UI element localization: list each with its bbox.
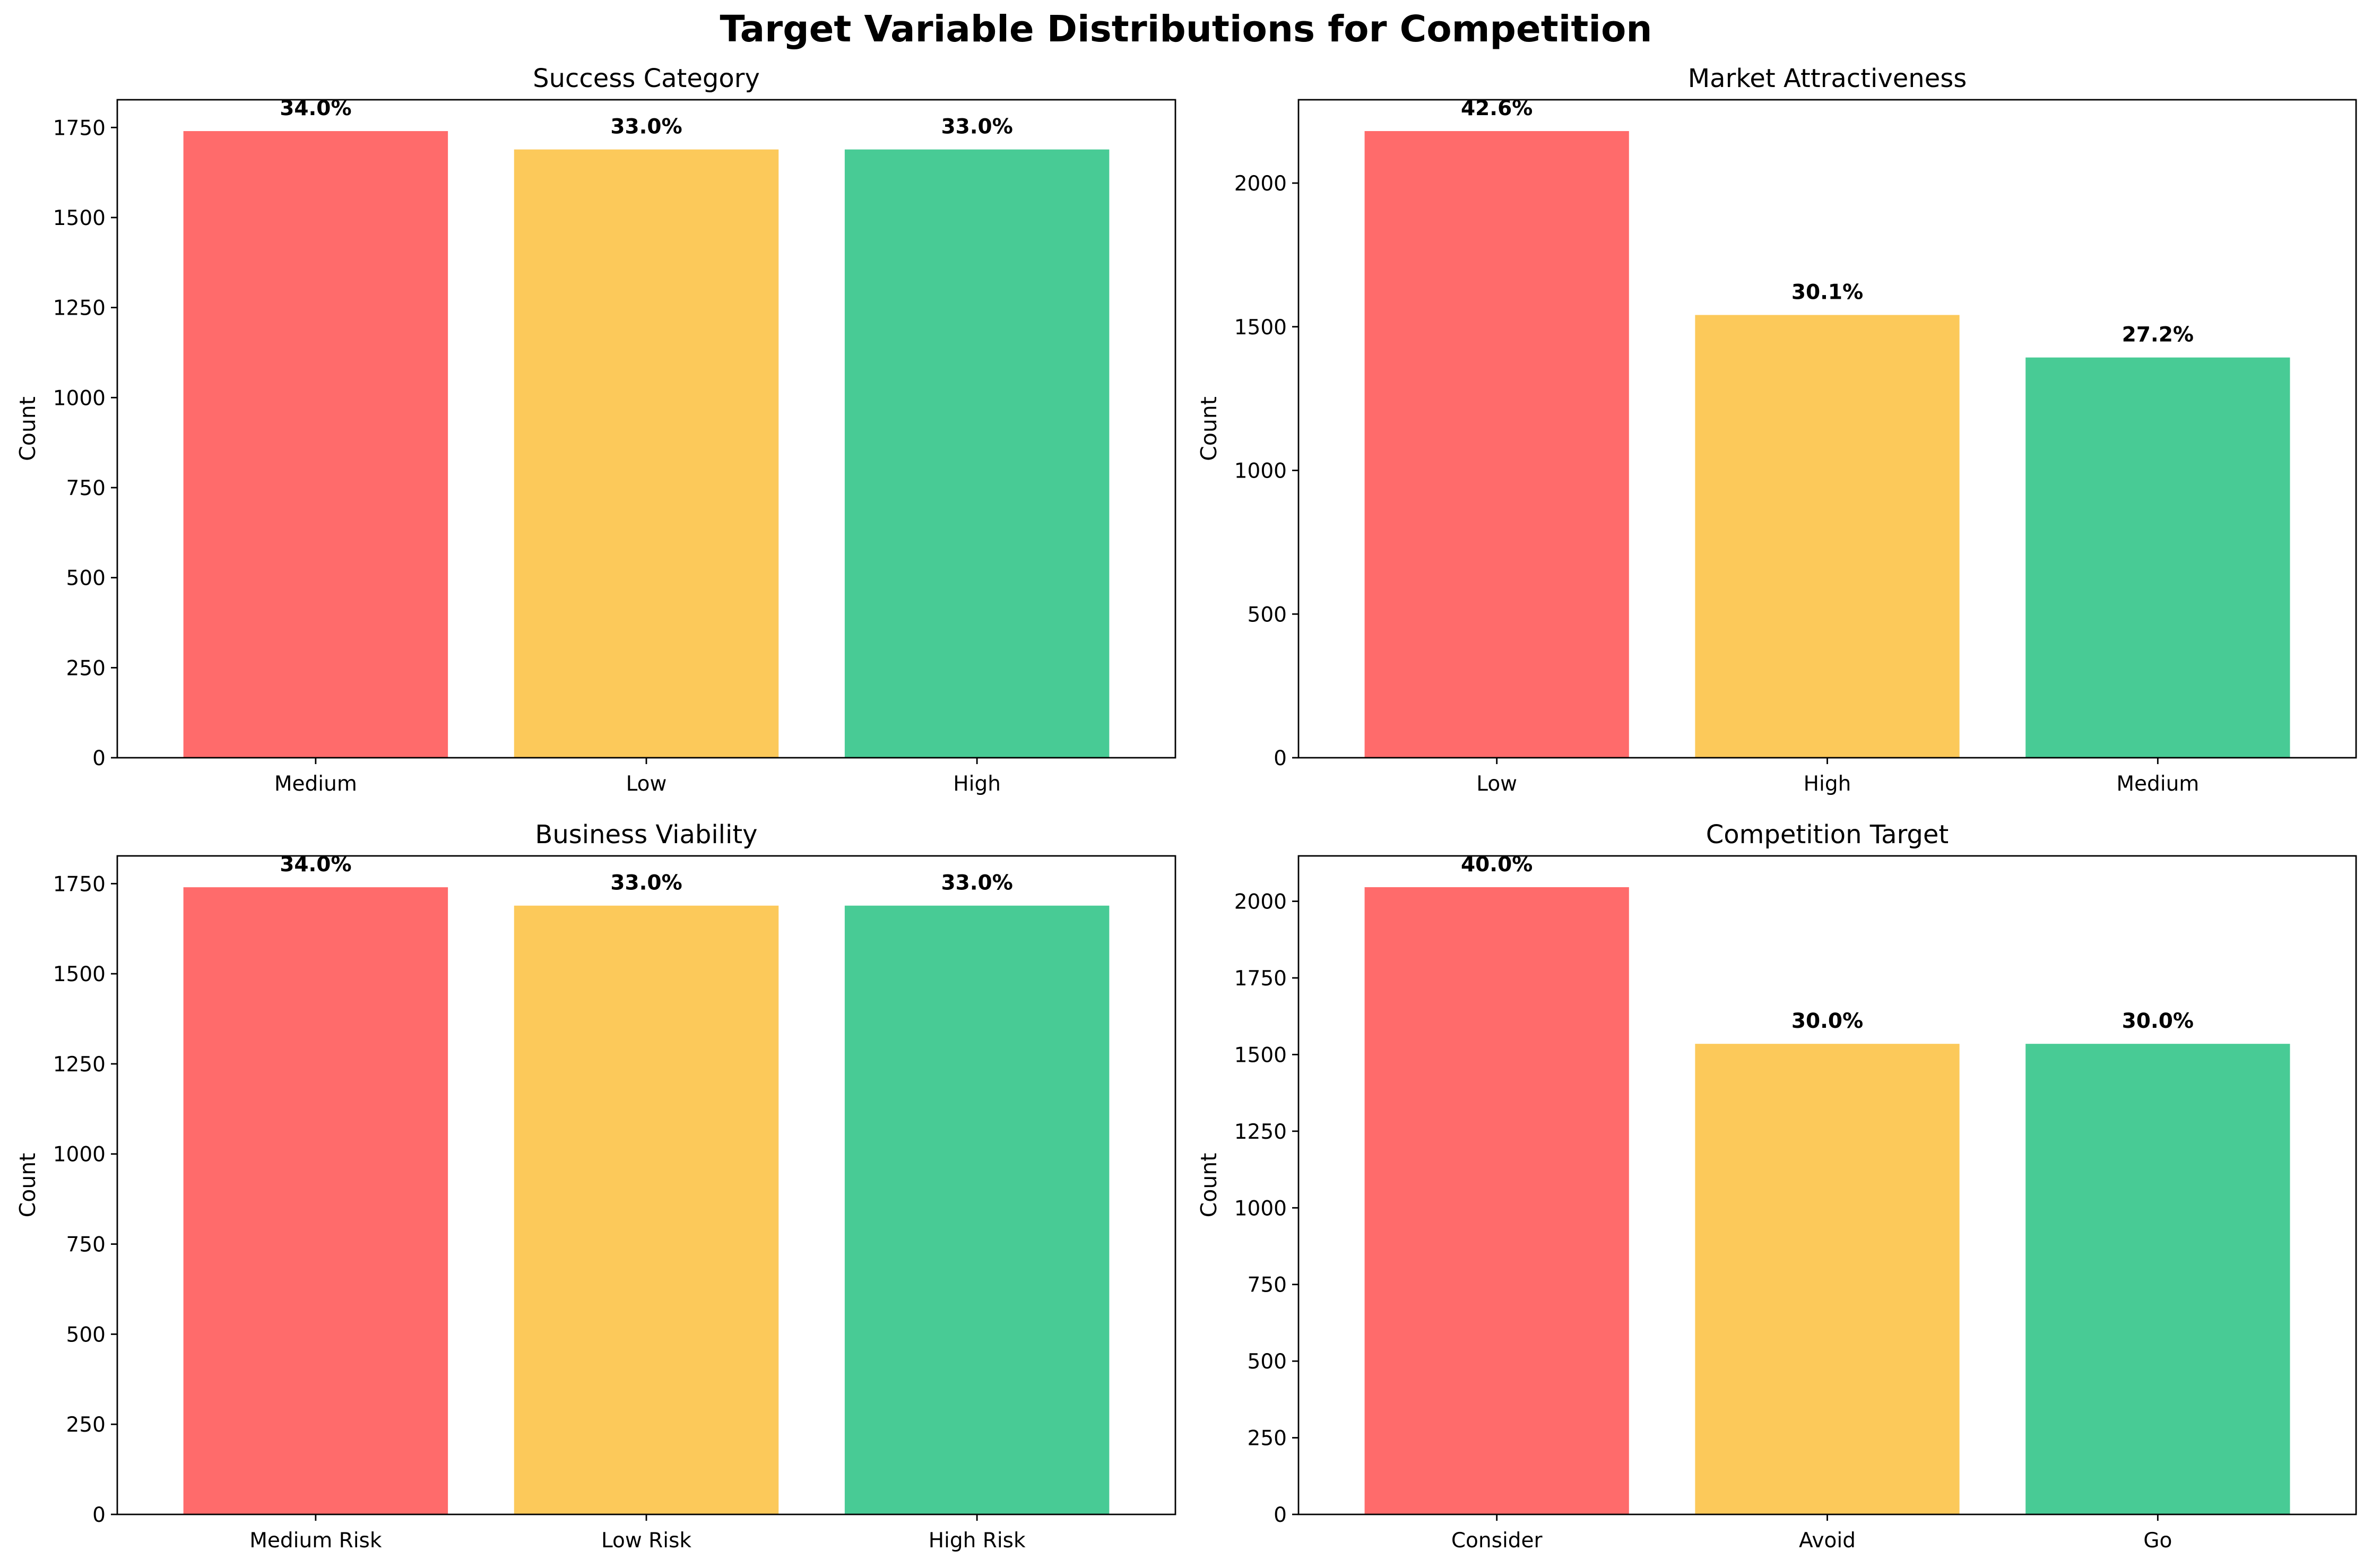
x-tick-label: Avoid <box>1799 1529 1856 1553</box>
y-tick-label: 1000 <box>1234 460 1287 483</box>
figure-title: Target Variable Distributions for Compet… <box>720 8 1652 50</box>
x-tick-label: Low Risk <box>601 1529 691 1553</box>
bar-low-risk <box>514 905 779 1514</box>
bar-value-label: 33.0% <box>941 115 1012 139</box>
y-tick-label: 1000 <box>53 386 106 410</box>
bar-avoid <box>1695 1044 1960 1514</box>
y-tick-label: 750 <box>66 477 106 500</box>
bar-value-label: 33.0% <box>610 115 682 139</box>
bar-high <box>1695 315 1960 758</box>
bar-low <box>1364 131 1629 758</box>
y-tick-label: 1500 <box>53 963 106 986</box>
y-tick-label: 0 <box>92 747 106 770</box>
y-tick-label: 500 <box>1248 1350 1287 1374</box>
bar-value-label: 33.0% <box>941 871 1012 895</box>
bar-high-risk <box>844 905 1110 1514</box>
subplot-title: Competition Target <box>1706 820 1949 850</box>
y-tick-label: 1750 <box>1234 967 1287 991</box>
bar-value-label: 30.0% <box>1791 1009 1863 1033</box>
x-tick-label: Low <box>1476 772 1517 796</box>
subplots-grid: Success Category 34.0% 33.0% 33.0% 0 250 500 75… <box>15 64 2357 1553</box>
y-tick-label: 0 <box>1274 747 1287 770</box>
bar-value-label: 40.0% <box>1461 853 1533 877</box>
y-tick-label: 1000 <box>53 1143 106 1167</box>
x-tick-label: Go <box>2143 1529 2172 1553</box>
bar-medium <box>2025 357 2290 758</box>
bar-medium-risk <box>183 887 448 1514</box>
subplot-business-viability: Business Viability 34.0% 33.0% 33.0% 0 250 500… <box>15 820 1176 1553</box>
y-axis-label: Count <box>15 1153 40 1218</box>
y-axis-label: Count <box>15 396 40 461</box>
y-tick-label: 2000 <box>1234 172 1287 196</box>
y-tick-label: 1250 <box>53 1053 106 1077</box>
subplot-title: Success Category <box>533 64 760 93</box>
y-tick-label: 500 <box>1248 603 1287 627</box>
y-tick-label: 0 <box>1274 1503 1287 1527</box>
bar-value-label: 33.0% <box>610 871 682 895</box>
y-axis-label: Count <box>1196 396 1222 461</box>
y-tick-label: 750 <box>66 1233 106 1257</box>
y-tick-label: 250 <box>1248 1427 1287 1451</box>
bar-value-label: 30.1% <box>1791 281 1863 305</box>
subplot-title: Market Attractiveness <box>1688 64 1967 93</box>
y-tick-label: 500 <box>66 1323 106 1347</box>
subplot-title: Business Viability <box>535 820 757 850</box>
x-tick-label: High <box>1804 772 1851 796</box>
y-tick-label: 2000 <box>1234 890 1287 914</box>
x-tick-label: Medium <box>2116 772 2199 796</box>
bar-go <box>2025 1044 2290 1514</box>
subplot-competition-target: Competition Target 40.0% 30.0% 30.0% 0 250 500… <box>1196 820 2357 1553</box>
subplot-market-attractiveness: Market Attractiveness 42.6% 30.1% 27.2% 0 500… <box>1196 64 2357 796</box>
y-tick-label: 1250 <box>1234 1120 1287 1144</box>
y-tick-label: 1250 <box>53 297 106 320</box>
bar-value-label: 34.0% <box>280 97 351 120</box>
y-tick-label: 1500 <box>53 206 106 230</box>
x-tick-label: Low <box>626 772 667 796</box>
y-tick-label: 250 <box>66 656 106 680</box>
y-tick-label: 750 <box>1248 1274 1287 1297</box>
y-tick-label: 1500 <box>1234 1043 1287 1067</box>
x-tick-label: High <box>953 772 1001 796</box>
bar-medium <box>183 131 448 758</box>
x-tick-label: Consider <box>1451 1529 1543 1553</box>
y-tick-label: 0 <box>92 1503 106 1527</box>
y-tick-label: 250 <box>66 1413 106 1437</box>
x-tick-label: Medium Risk <box>249 1529 382 1553</box>
y-tick-label: 500 <box>66 567 106 591</box>
x-tick-label: Medium <box>274 772 357 796</box>
subplot-success-category: Success Category 34.0% 33.0% 33.0% 0 250 500 75… <box>15 64 1176 796</box>
bar-value-label: 30.0% <box>2122 1009 2194 1033</box>
bar-value-label: 42.6% <box>1461 97 1533 120</box>
y-tick-label: 1000 <box>1234 1197 1287 1220</box>
bar-consider <box>1364 887 1629 1514</box>
bar-value-label: 34.0% <box>280 853 351 877</box>
y-tick-label: 1750 <box>53 872 106 896</box>
y-tick-label: 1500 <box>1234 316 1287 340</box>
bar-low <box>514 149 779 758</box>
x-tick-label: High Risk <box>929 1529 1026 1553</box>
bar-high <box>844 149 1110 758</box>
bar-value-label: 27.2% <box>2122 323 2194 347</box>
y-tick-label: 1750 <box>53 116 106 140</box>
y-axis-label: Count <box>1196 1153 1222 1218</box>
